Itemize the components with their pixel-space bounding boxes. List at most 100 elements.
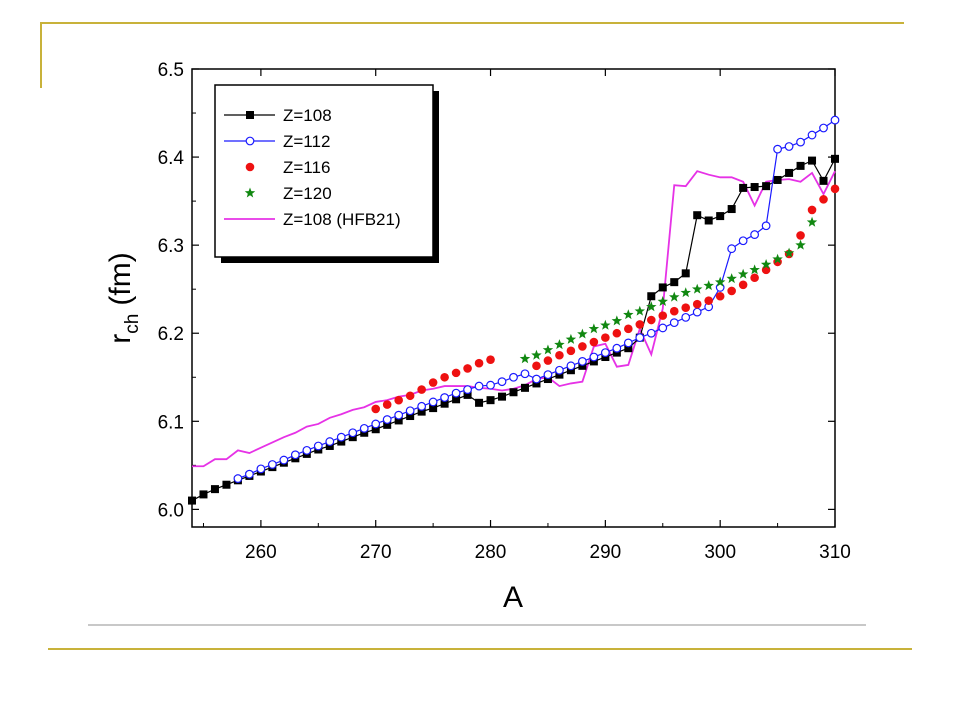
data-point (738, 280, 748, 290)
data-point (646, 315, 656, 325)
svg-text:rch(fm): rch (fm) (104, 252, 143, 343)
data-point (222, 480, 231, 489)
data-point (669, 318, 679, 328)
data-point (428, 378, 438, 387)
data-point (199, 490, 208, 499)
legend-marker (246, 111, 254, 119)
data-point (588, 323, 600, 334)
legend-label: Z=116 (283, 158, 330, 177)
y-axis-label-sub: ch (122, 314, 143, 334)
y-axis-label-main: r (104, 334, 137, 344)
data-point (600, 348, 610, 358)
data-point (647, 292, 656, 301)
data-point (486, 355, 495, 364)
data-point (543, 370, 553, 380)
data-point (279, 455, 289, 465)
data-point (669, 306, 679, 316)
data-point (624, 344, 633, 353)
data-point (555, 370, 564, 379)
data-point (566, 361, 576, 371)
data-point (761, 221, 771, 231)
data-point (565, 333, 577, 344)
data-point (600, 319, 611, 330)
data-point (440, 399, 449, 408)
data-point (532, 361, 541, 371)
data-point (405, 391, 415, 401)
data-point (796, 231, 805, 240)
data-point (658, 323, 668, 333)
data-point (796, 161, 805, 170)
data-point (750, 230, 760, 239)
data-point (302, 445, 312, 455)
data-point (509, 388, 518, 397)
x-axis-label: A (503, 581, 523, 614)
data-point (519, 353, 531, 364)
legend-item: Z=116 (245, 158, 330, 177)
data-point (405, 406, 415, 416)
data-point (543, 375, 552, 384)
data-point (601, 353, 610, 362)
y-tick-label: 6.5 (158, 60, 184, 81)
data-point (486, 396, 495, 405)
data-point (498, 392, 507, 401)
data-point (785, 168, 794, 177)
data-point (657, 296, 668, 306)
data-point (831, 154, 839, 163)
data-point (463, 364, 472, 373)
legend-marker (245, 136, 255, 146)
data-point (716, 212, 725, 221)
data-point (543, 356, 553, 365)
data-point (819, 176, 828, 185)
data-point (704, 216, 713, 225)
data-point (554, 339, 565, 350)
data-point (692, 307, 702, 317)
data-point (623, 338, 633, 348)
data-point (566, 366, 575, 375)
data-point (578, 361, 587, 370)
data-point (417, 385, 426, 394)
data-point (703, 280, 714, 291)
data-point (210, 485, 219, 494)
data-point (417, 401, 427, 411)
data-point (359, 423, 369, 433)
data-point (325, 441, 334, 450)
y-tick-label: 6.0 (158, 500, 184, 521)
data-point (520, 383, 529, 392)
tick-labels: 260 270 280 290 300 310 6.0 6.1 6.2 6.3 6.4 6.5 (158, 60, 851, 563)
x-tick-label: 290 (590, 542, 622, 563)
data-point (773, 175, 782, 184)
data-point (325, 437, 335, 446)
data-point (819, 195, 828, 204)
data-point (429, 404, 438, 413)
data-point (624, 324, 633, 334)
legend-label: Z=108 (283, 106, 332, 125)
data-point (348, 433, 357, 442)
data-point (245, 469, 254, 479)
data-point (704, 296, 713, 305)
y-tick-label: 6.3 (158, 236, 184, 257)
x-tick-label: 300 (704, 542, 736, 563)
data-point (783, 247, 795, 258)
legend-item: Z=108 (224, 106, 332, 125)
y-tick-label: 6.1 (158, 412, 184, 433)
data-point (669, 291, 680, 302)
data-point (623, 309, 634, 320)
legend-item: Z=112 (224, 132, 330, 151)
series-z-120 (519, 216, 818, 364)
x-tick-label: 260 (245, 542, 277, 563)
data-point (394, 395, 403, 405)
data-point (612, 343, 622, 353)
data-point (601, 333, 610, 342)
data-point (474, 358, 484, 368)
data-point (577, 357, 587, 366)
data-point (531, 349, 542, 360)
data-point (520, 369, 530, 379)
data-point (290, 450, 300, 460)
data-point (555, 365, 564, 375)
data-point (773, 144, 782, 154)
data-point (693, 211, 702, 220)
data-point (795, 239, 806, 250)
data-point (749, 264, 760, 275)
data-point (612, 328, 622, 338)
series-layer (188, 115, 840, 505)
